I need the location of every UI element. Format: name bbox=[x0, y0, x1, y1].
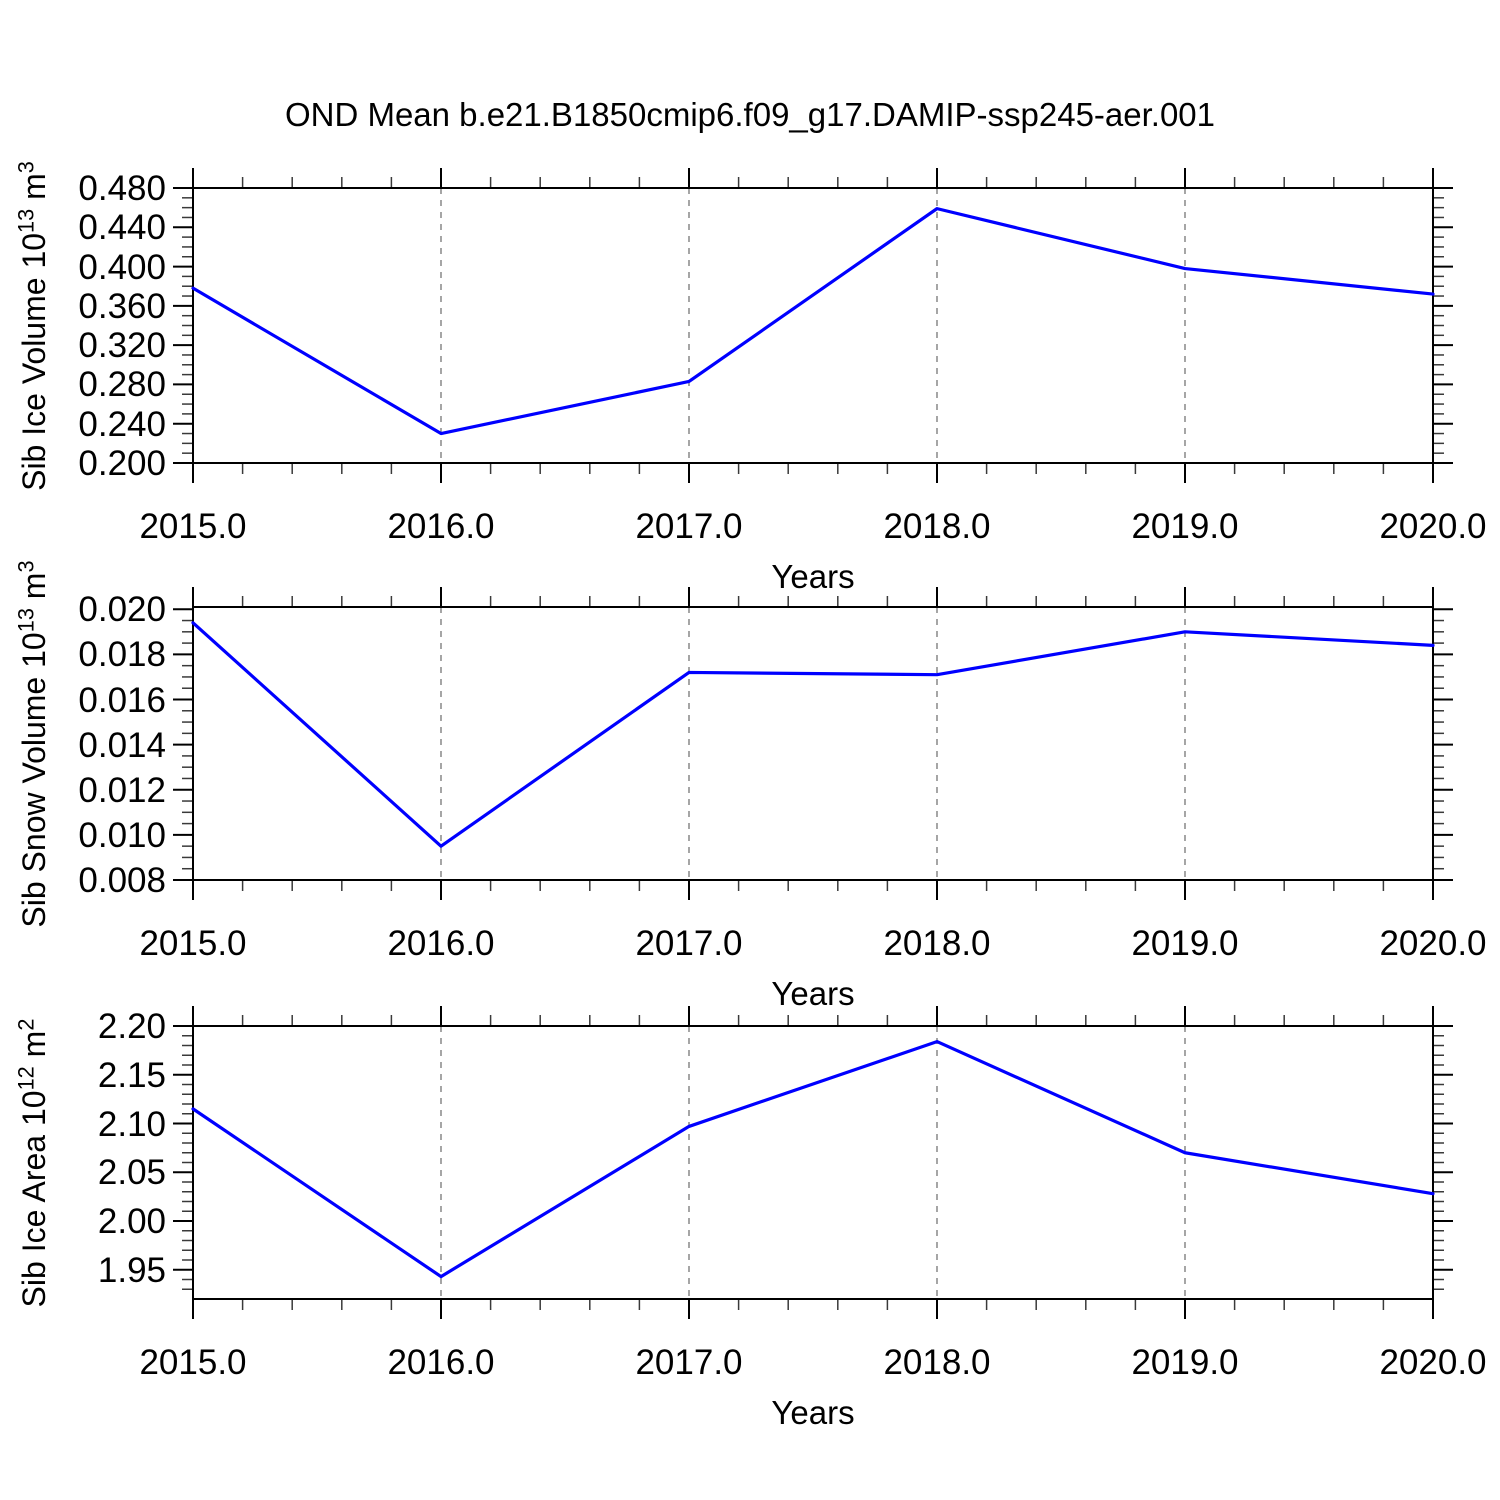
y-axis-title-text: m bbox=[16, 1030, 52, 1066]
y-tick-label: 0.014 bbox=[78, 725, 166, 765]
y-axis-title-superscript: 2 bbox=[13, 1018, 39, 1031]
y-axis-title-superscript: 12 bbox=[13, 1065, 39, 1090]
y-tick-label: 1.95 bbox=[97, 1250, 166, 1290]
y-tick-label: 0.012 bbox=[78, 770, 166, 810]
y-tick-label: 0.360 bbox=[78, 286, 166, 326]
y-axis-title: Sib Ice Volume 1013 m3 bbox=[13, 161, 52, 491]
y-tick-label: 0.018 bbox=[78, 635, 166, 675]
plot-frame bbox=[192, 606, 1434, 881]
x-tick-label: 2016.0 bbox=[387, 507, 495, 546]
y-axis-title: Sib Snow Volume 1013 m3 bbox=[13, 560, 52, 928]
y-tick-label: 0.320 bbox=[78, 326, 166, 366]
y-tick-label: 0.020 bbox=[78, 590, 166, 630]
y-tick-label: 0.010 bbox=[78, 815, 166, 855]
x-axis-title: Years bbox=[771, 558, 855, 595]
x-tick-label: 2015.0 bbox=[139, 924, 247, 963]
x-tick-label: 2015.0 bbox=[139, 507, 247, 546]
x-tick-label: 2017.0 bbox=[635, 1343, 743, 1382]
y-tick-label: 2.15 bbox=[97, 1055, 166, 1095]
x-tick-label: 2018.0 bbox=[883, 1343, 991, 1382]
x-tick-label: 2017.0 bbox=[635, 924, 743, 963]
y-tick-label: 0.200 bbox=[78, 444, 166, 483]
y-axis-title-text: m bbox=[16, 572, 52, 608]
y-axis-title: Sib Ice Area 1012 m2 bbox=[13, 1018, 52, 1307]
x-tick-label: 2015.0 bbox=[139, 1343, 247, 1382]
x-tick-label: 2016.0 bbox=[387, 1343, 495, 1382]
plot-frame bbox=[192, 187, 1434, 464]
data-line-sib-ice-area bbox=[191, 1039, 1435, 1279]
y-tick-label: 0.016 bbox=[78, 680, 166, 720]
plot-frame bbox=[192, 1025, 1434, 1300]
y-axis-title-superscript: 13 bbox=[13, 208, 39, 233]
x-axis-title: Years bbox=[771, 1394, 855, 1431]
data-line-sib-ice-volume bbox=[191, 207, 1435, 436]
panel-sib-ice-area-plot bbox=[173, 1006, 1453, 1319]
y-axis-title-text: Sib Snow Volume 10 bbox=[16, 631, 52, 928]
y-tick-label: 0.440 bbox=[78, 208, 166, 248]
panel-sib-snow-volume-plot bbox=[173, 587, 1453, 900]
x-tick-label: 2020.0 bbox=[1379, 507, 1487, 546]
x-tick-label: 2019.0 bbox=[1131, 924, 1239, 963]
x-tick-label: 2018.0 bbox=[883, 507, 991, 546]
x-tick-label: 2017.0 bbox=[635, 507, 743, 546]
y-axis-title-superscript: 13 bbox=[13, 607, 39, 632]
x-tick-label: 2016.0 bbox=[387, 924, 495, 963]
x-axis-title: Years bbox=[771, 975, 855, 1012]
x-tick-label: 2018.0 bbox=[883, 924, 991, 963]
y-tick-label: 2.10 bbox=[97, 1104, 166, 1144]
y-tick-label: 0.240 bbox=[78, 404, 166, 444]
panel-sib-ice-volume-plot bbox=[173, 168, 1453, 483]
y-axis-title-text: Sib Ice Area 10 bbox=[16, 1089, 52, 1307]
y-tick-label: 2.00 bbox=[97, 1202, 166, 1241]
y-axis-title-text: Sib Ice Volume 10 bbox=[16, 232, 52, 491]
data-line-sib-snow-volume bbox=[191, 621, 1435, 848]
y-axis-title-superscript: 3 bbox=[13, 559, 39, 573]
y-tick-label: 0.480 bbox=[78, 169, 166, 208]
y-tick-label: 0.280 bbox=[78, 365, 166, 405]
y-axis-title-text: m bbox=[16, 172, 52, 209]
x-tick-label: 2020.0 bbox=[1379, 924, 1487, 963]
x-tick-label: 2019.0 bbox=[1131, 507, 1239, 546]
y-tick-label: 0.008 bbox=[78, 861, 166, 900]
x-tick-label: 2019.0 bbox=[1131, 1343, 1239, 1382]
x-tick-label: 2020.0 bbox=[1379, 1343, 1487, 1382]
chart-title: OND Mean b.e21.B1850cmip6.f09_g17.DAMIP-… bbox=[284, 96, 1216, 133]
y-tick-label: 0.400 bbox=[78, 247, 166, 287]
y-axis-title-superscript: 3 bbox=[13, 160, 39, 173]
y-tick-label: 2.20 bbox=[97, 1007, 166, 1046]
y-tick-label: 2.05 bbox=[97, 1153, 166, 1193]
